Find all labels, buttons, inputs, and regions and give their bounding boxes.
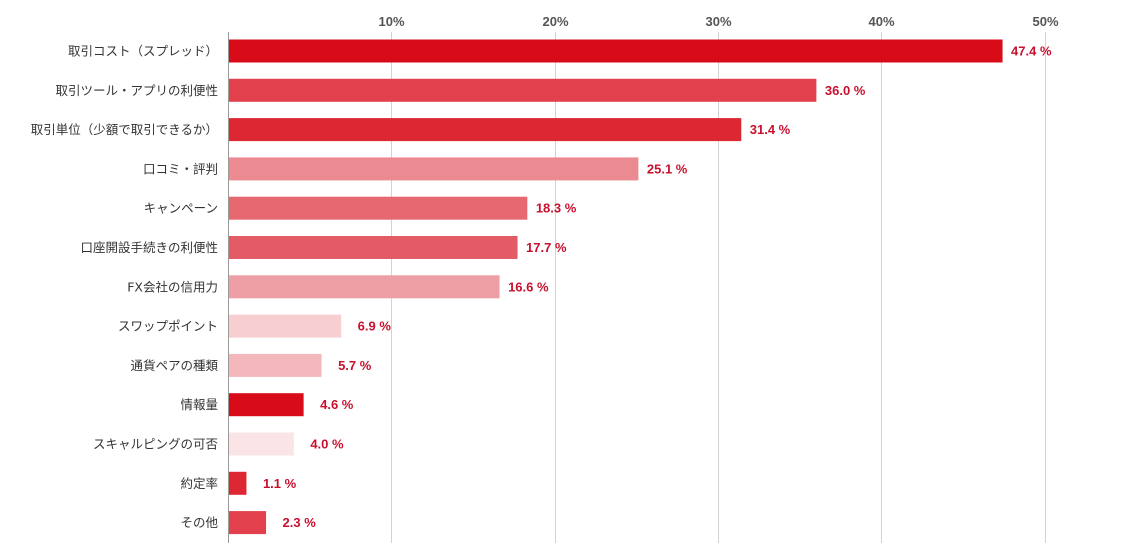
category-label: 取引コスト（スプレッド） — [68, 44, 218, 59]
value-labels: 47.4 % 36.0 % 31.4 % 25.1 % 18.3 % 17.7 % 16.6… — [263, 44, 1052, 531]
category-labels: 取引コスト（スプレッド） 取引ツール・アプリの利便性取引単位（少額で取引できるか）… — [31, 44, 219, 531]
category-label: 取引ツール・アプリの利便性 — [55, 83, 218, 98]
bar — [228, 393, 304, 417]
category-label: 口コミ・評判 — [143, 161, 218, 176]
value-label: 47.4 % — [1011, 44, 1052, 59]
bar — [228, 78, 817, 102]
category-label: スワップポイント — [118, 319, 218, 334]
bar — [228, 118, 742, 142]
category-label: 口座開設手続きの利便性 — [80, 240, 218, 255]
x-tick-label: 40% — [868, 14, 894, 29]
x-tick-label: 10% — [378, 14, 404, 29]
category-label: その他 — [180, 515, 218, 530]
value-label: 2.3 % — [283, 515, 317, 530]
bar — [228, 432, 294, 456]
category-label: スキャルピングの可否 — [93, 437, 218, 452]
category-label: 約定率 — [180, 476, 218, 491]
bar — [228, 511, 267, 535]
value-label: 36.0 % — [825, 83, 866, 98]
category-label: 取引単位（少額で取引できるか） — [31, 122, 218, 137]
category-label: FX会社の信用力 — [127, 279, 218, 294]
value-label: 5.7 % — [338, 358, 372, 373]
bar — [228, 236, 518, 259]
value-label: 31.4 % — [750, 122, 791, 137]
x-tick-label: 50% — [1032, 14, 1058, 29]
category-label: 情報量 — [180, 397, 218, 412]
value-label: 25.1 % — [647, 161, 688, 176]
bar — [228, 196, 528, 220]
category-label: 通貨ペアの種類 — [130, 358, 218, 373]
bar — [228, 471, 247, 495]
value-label: 4.6 % — [320, 397, 354, 412]
bar — [228, 314, 342, 338]
value-label: 4.0 % — [310, 437, 344, 452]
bar — [228, 353, 322, 377]
value-label: 6.9 % — [358, 319, 392, 334]
bar — [228, 157, 639, 181]
value-label: 17.7 % — [526, 240, 567, 255]
bar — [228, 39, 1003, 63]
value-label: 16.6 % — [508, 279, 549, 294]
x-axis-ticks: 10% 20% 30% 40% 50% — [378, 14, 1058, 29]
x-tick-label: 30% — [705, 14, 731, 29]
value-label: 1.1 % — [263, 476, 297, 491]
x-tick-label: 20% — [542, 14, 568, 29]
value-label: 18.3 % — [536, 201, 577, 216]
bars — [228, 39, 1003, 535]
gridlines — [391, 32, 1046, 543]
bar — [228, 275, 500, 299]
category-label: キャンペーン — [144, 201, 218, 216]
